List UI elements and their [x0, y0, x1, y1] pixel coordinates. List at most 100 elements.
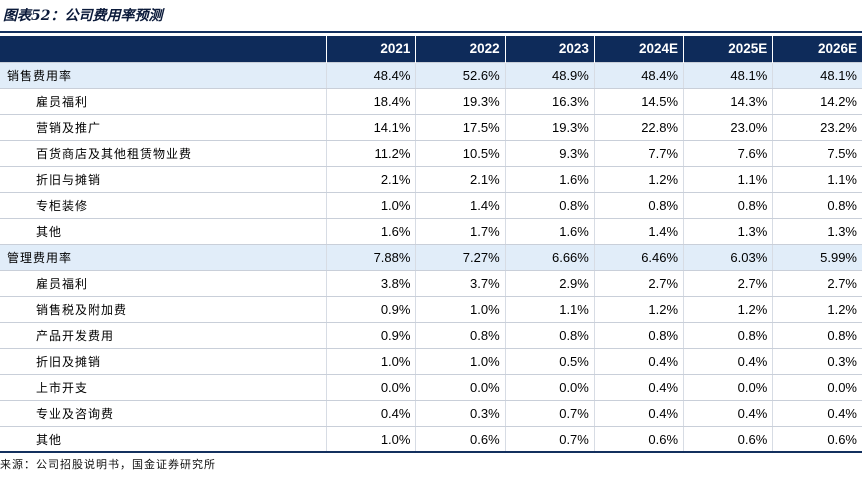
- table-cell: 2.1%: [415, 165, 506, 193]
- table-cell: 48.1%: [683, 61, 773, 89]
- table-cell: 0.9%: [326, 295, 416, 323]
- table-cell: 14.3%: [683, 87, 773, 115]
- row-label: 其他: [0, 217, 327, 245]
- table-cell: 0.0%: [326, 373, 416, 401]
- table-cell: 7.27%: [415, 243, 506, 271]
- row-label: 营销及推广: [0, 113, 327, 141]
- table-cell: 1.0%: [326, 347, 416, 375]
- table-cell: 0.0%: [415, 373, 506, 401]
- row-label: 上市开支: [0, 373, 327, 401]
- table-cell: 0.4%: [772, 399, 862, 427]
- table-cell: 1.1%: [504, 295, 595, 323]
- table-cell: 0.0%: [683, 373, 773, 401]
- table-cell: 0.8%: [504, 191, 595, 219]
- table-cell: 0.8%: [593, 321, 684, 349]
- table-cell: 2.7%: [593, 269, 684, 297]
- table-row: 销售税及附加费 0.9% 1.0% 1.1% 1.2% 1.2% 1.2%: [0, 295, 862, 323]
- table-cell: 2.7%: [772, 269, 862, 297]
- table-cell: 2.7%: [683, 269, 773, 297]
- table-cell: 0.0%: [772, 373, 862, 401]
- table-cell: 1.0%: [326, 191, 416, 219]
- table-row: 专业及咨询费 0.4% 0.3% 0.7% 0.4% 0.4% 0.4%: [0, 399, 862, 427]
- table-cell: 23.2%: [772, 113, 862, 141]
- table-cell: 7.7%: [593, 139, 684, 167]
- section-row: 销售费用率 48.4% 52.6% 48.9% 48.4% 48.1% 48.1%: [0, 61, 862, 89]
- table-row: 折旧及摊销 1.0% 1.0% 0.5% 0.4% 0.4% 0.3%: [0, 347, 862, 375]
- table-cell: 6.66%: [504, 243, 595, 271]
- header-year: 2023: [504, 36, 595, 62]
- table-cell: 1.3%: [772, 217, 862, 245]
- table-cell: 1.2%: [593, 165, 684, 193]
- table-cell: 18.4%: [326, 87, 416, 115]
- table-cell: 0.6%: [683, 425, 773, 453]
- header-year: 2024E: [593, 36, 684, 62]
- table-cell: 52.6%: [415, 61, 506, 89]
- table-cell: 11.2%: [326, 139, 416, 167]
- header-year: 2025E: [683, 36, 773, 62]
- table-cell: 0.4%: [326, 399, 416, 427]
- table-cell: 0.6%: [415, 425, 506, 453]
- table-cell: 1.0%: [415, 295, 506, 323]
- table-cell: 1.0%: [415, 347, 506, 375]
- table-cell: 10.5%: [415, 139, 506, 167]
- table-cell: 0.7%: [504, 399, 595, 427]
- table-cell: 1.3%: [683, 217, 773, 245]
- row-label: 折旧及摊销: [0, 347, 327, 375]
- table-body: 销售费用率 48.4% 52.6% 48.9% 48.4% 48.1% 48.1% 雇员福利 1…: [0, 61, 862, 453]
- row-label: 销售税及附加费: [0, 295, 327, 323]
- table-cell: 0.8%: [772, 191, 862, 219]
- table-cell: 9.3%: [504, 139, 595, 167]
- figure-title: 图表52：公司费用率预测: [3, 8, 163, 24]
- table-cell: 0.4%: [593, 399, 684, 427]
- table-row: 营销及推广 14.1% 17.5% 19.3% 22.8% 23.0% 23.2%: [0, 113, 862, 141]
- table-cell: 7.6%: [683, 139, 773, 167]
- table-cell: 0.8%: [772, 321, 862, 349]
- source-note: 来源：公司招股说明书，国金证券研究所: [0, 458, 216, 471]
- row-label: 专柜装修: [0, 191, 327, 219]
- table-cell: 0.4%: [593, 347, 684, 375]
- table-cell: 1.4%: [593, 217, 684, 245]
- title-divider: [0, 31, 862, 33]
- table-cell: 0.0%: [504, 373, 595, 401]
- table-cell: 0.6%: [772, 425, 862, 453]
- table-cell: 1.2%: [593, 295, 684, 323]
- section-row: 管理费用率 7.88% 7.27% 6.66% 6.46% 6.03% 5.99%: [0, 243, 862, 271]
- table-cell: 7.88%: [326, 243, 416, 271]
- table-row: 上市开支 0.0% 0.0% 0.0% 0.4% 0.0% 0.0%: [0, 373, 862, 401]
- row-label: 雇员福利: [0, 87, 327, 115]
- table-row: 其他 1.6% 1.7% 1.6% 1.4% 1.3% 1.3%: [0, 217, 862, 245]
- row-label: 管理费用率: [0, 243, 327, 271]
- table-cell: 1.7%: [415, 217, 506, 245]
- table-cell: 1.1%: [683, 165, 773, 193]
- table-cell: 5.99%: [772, 243, 862, 271]
- bottom-divider: [0, 451, 862, 453]
- table-row: 雇员福利 18.4% 19.3% 16.3% 14.5% 14.3% 14.2%: [0, 87, 862, 115]
- table-cell: 2.9%: [504, 269, 595, 297]
- header-row: 2021 2022 2023 2024E 2025E 2026E: [0, 36, 862, 62]
- table-cell: 1.6%: [504, 165, 595, 193]
- table-row: 百货商店及其他租赁物业费 11.2% 10.5% 9.3% 7.7% 7.6% 7.5%: [0, 139, 862, 167]
- table-row: 产品开发费用 0.9% 0.8% 0.8% 0.8% 0.8% 0.8%: [0, 321, 862, 349]
- header-year: 2021: [326, 36, 416, 62]
- table-cell: 1.2%: [683, 295, 773, 323]
- table-cell: 0.8%: [683, 191, 773, 219]
- table-cell: 48.4%: [326, 61, 416, 89]
- row-label: 销售费用率: [0, 61, 327, 89]
- table-cell: 0.8%: [683, 321, 773, 349]
- header-corner: [0, 36, 327, 62]
- table-cell: 0.7%: [504, 425, 595, 453]
- table-cell: 7.5%: [772, 139, 862, 167]
- table-cell: 1.6%: [504, 217, 595, 245]
- table-cell: 0.8%: [415, 321, 506, 349]
- table-cell: 1.0%: [326, 425, 416, 453]
- table-cell: 0.8%: [593, 191, 684, 219]
- table-cell: 19.3%: [504, 113, 595, 141]
- table-cell: 19.3%: [415, 87, 506, 115]
- table-cell: 0.4%: [593, 373, 684, 401]
- row-label: 其他: [0, 425, 327, 453]
- table-cell: 1.4%: [415, 191, 506, 219]
- table-row: 专柜装修 1.0% 1.4% 0.8% 0.8% 0.8% 0.8%: [0, 191, 862, 219]
- table-cell: 0.9%: [326, 321, 416, 349]
- table-cell: 14.1%: [326, 113, 416, 141]
- table-cell: 0.3%: [415, 399, 506, 427]
